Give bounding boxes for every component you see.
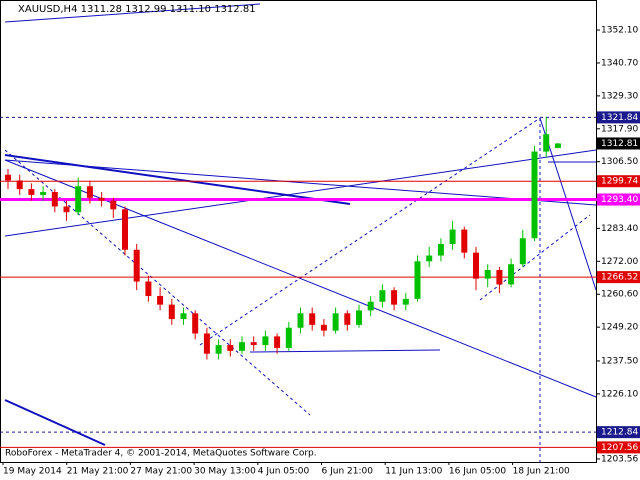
candle-body: [426, 255, 433, 262]
candle-body: [157, 295, 164, 305]
x-tick-label: 4 Jun 05:00: [258, 467, 310, 477]
candle-body: [51, 192, 58, 207]
candle-body: [461, 229, 468, 253]
x-tick-label: 16 Jun 05:00: [449, 467, 506, 477]
candle-body: [133, 249, 140, 282]
candle-body: [449, 229, 456, 244]
candle-body: [227, 345, 234, 351]
candle-body: [145, 281, 152, 296]
x-tick-label: 30 May 13:00: [194, 467, 256, 477]
level-label-box: [597, 111, 640, 124]
chart-title: XAUUSD,H4 1311.28 1312.99 1311.10 1312.8…: [18, 4, 256, 15]
level-label: 1321.84: [601, 113, 638, 123]
y-tick-label: 1272.00: [601, 257, 638, 267]
candle-body: [437, 243, 444, 256]
y-tick-label: 1352.10: [601, 26, 638, 36]
candle-body: [297, 313, 304, 328]
y-tick-label: 1260.60: [601, 290, 638, 300]
candle-body: [40, 192, 47, 195]
candle-body: [414, 261, 421, 299]
level-label-box: [597, 426, 640, 439]
level-label-box: [597, 193, 640, 206]
candle-body: [473, 252, 479, 279]
level-label: 1207.56: [601, 443, 638, 453]
y-tick-label: 1317.90: [601, 124, 638, 134]
candle-body: [110, 200, 117, 210]
candle-body: [28, 189, 35, 195]
level-label-box: [597, 441, 640, 454]
y-tick-label: 1283.40: [601, 224, 638, 234]
y-tick-label: 1306.50: [601, 157, 638, 167]
level-label: 1299.74: [601, 177, 638, 187]
candle-body: [215, 345, 222, 354]
candle-body: [496, 269, 503, 285]
candle-body: [86, 186, 93, 198]
candle-body: [262, 336, 269, 346]
y-tick-label: 1203.56: [601, 454, 638, 464]
level-label: 1212.84: [601, 428, 638, 438]
level-label: 1312.81: [601, 139, 638, 149]
y-tick-label: 1226.10: [601, 389, 638, 399]
x-tick-label: 18 Jun 21:00: [513, 467, 570, 477]
candle-body: [180, 313, 187, 320]
candle-body: [239, 342, 245, 351]
candle-body: [63, 206, 70, 213]
candle-body: [168, 304, 175, 320]
candle-body: [75, 186, 82, 213]
y-tick-label: 1329.30: [601, 91, 638, 101]
copyright: RoboForex - MetaTrader 4, © 2001-2014, M…: [5, 449, 317, 459]
candle-body: [367, 301, 374, 311]
x-tick-label: 19 May 2014: [3, 467, 62, 477]
candle-body: [508, 264, 515, 285]
candle-body: [356, 310, 362, 325]
candle-body: [519, 238, 526, 265]
candle-body: [285, 327, 292, 348]
candle-body: [554, 143, 561, 148]
x-tick-label: 6 Jun 21:00: [322, 467, 374, 477]
candle-body: [332, 313, 339, 331]
level-label: 1266.52: [601, 273, 638, 283]
level-label-box: [597, 271, 640, 284]
candle-body: [320, 324, 327, 331]
plot-area: [0, 0, 597, 463]
candle-body: [5, 174, 11, 181]
y-tick-label: 1249.20: [601, 323, 638, 333]
candle-body: [98, 197, 105, 201]
candle-body: [484, 269, 491, 279]
candle-body: [309, 313, 316, 325]
candle-body: [203, 333, 210, 354]
level-label: 1293.40: [601, 195, 638, 205]
candle-body: [344, 313, 351, 325]
candle-body: [274, 336, 281, 348]
x-tick-label: 11 Jun 13:00: [385, 467, 442, 477]
candle-body: [391, 290, 398, 305]
level-label-box: [597, 175, 640, 188]
y-tick-label: 1340.70: [601, 58, 638, 68]
candle-body: [250, 342, 257, 346]
candle-body: [379, 290, 386, 302]
candle-body: [16, 180, 23, 190]
level-label-box: [597, 137, 640, 150]
candle-body: [402, 298, 409, 305]
candle-body: [543, 134, 550, 152]
x-tick-label: 21 May 21:00: [67, 467, 129, 477]
candle-body: [531, 151, 538, 239]
x-tick-label: 27 May 21:00: [130, 467, 192, 477]
candle-body: [122, 209, 128, 250]
candle-body: [192, 313, 199, 334]
y-tick-label: 1237.50: [601, 356, 638, 366]
